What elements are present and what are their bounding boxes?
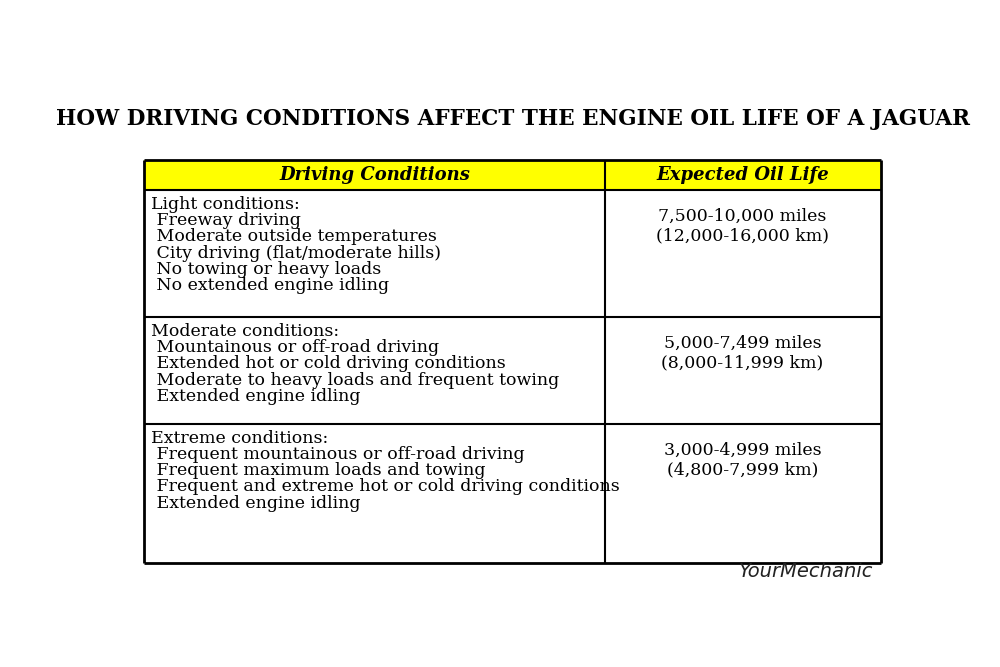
- Text: Expected Oil Life: Expected Oil Life: [656, 166, 829, 184]
- Bar: [144, 159, 605, 190]
- Text: No towing or heavy loads: No towing or heavy loads: [151, 261, 381, 278]
- Text: City driving (flat/moderate hills): City driving (flat/moderate hills): [151, 245, 441, 261]
- Text: 7,500-10,000 miles
(12,000-16,000 km): 7,500-10,000 miles (12,000-16,000 km): [656, 208, 829, 245]
- Text: YourMechanic: YourMechanic: [738, 562, 873, 581]
- Text: 5,000-7,499 miles
(8,000-11,999 km): 5,000-7,499 miles (8,000-11,999 km): [661, 335, 824, 372]
- Text: No extended engine idling: No extended engine idling: [151, 277, 389, 294]
- Text: Moderate to heavy loads and frequent towing: Moderate to heavy loads and frequent tow…: [151, 372, 559, 389]
- Text: Moderate outside temperatures: Moderate outside temperatures: [151, 228, 436, 245]
- Text: Driving Conditions: Driving Conditions: [279, 166, 470, 184]
- Text: Freeway driving: Freeway driving: [151, 212, 300, 229]
- Text: HOW DRIVING CONDITIONS AFFECT THE ENGINE OIL LIFE OF A JAGUAR: HOW DRIVING CONDITIONS AFFECT THE ENGINE…: [56, 108, 970, 130]
- Bar: [605, 159, 881, 190]
- Text: Extended engine idling: Extended engine idling: [151, 388, 360, 405]
- Text: Extended hot or cold driving conditions: Extended hot or cold driving conditions: [151, 356, 505, 372]
- Text: Moderate conditions:: Moderate conditions:: [151, 323, 339, 340]
- Text: 3,000-4,999 miles
(4,800-7,999 km): 3,000-4,999 miles (4,800-7,999 km): [664, 442, 821, 478]
- Text: Frequent and extreme hot or cold driving conditions: Frequent and extreme hot or cold driving…: [151, 478, 619, 496]
- Text: Frequent mountainous or off-road driving: Frequent mountainous or off-road driving: [151, 446, 524, 463]
- Text: Extended engine idling: Extended engine idling: [151, 495, 360, 512]
- Text: Light conditions:: Light conditions:: [151, 195, 299, 213]
- Text: Frequent maximum loads and towing: Frequent maximum loads and towing: [151, 462, 485, 479]
- Text: Mountainous or off-road driving: Mountainous or off-road driving: [151, 339, 439, 356]
- Text: Extreme conditions:: Extreme conditions:: [151, 430, 328, 446]
